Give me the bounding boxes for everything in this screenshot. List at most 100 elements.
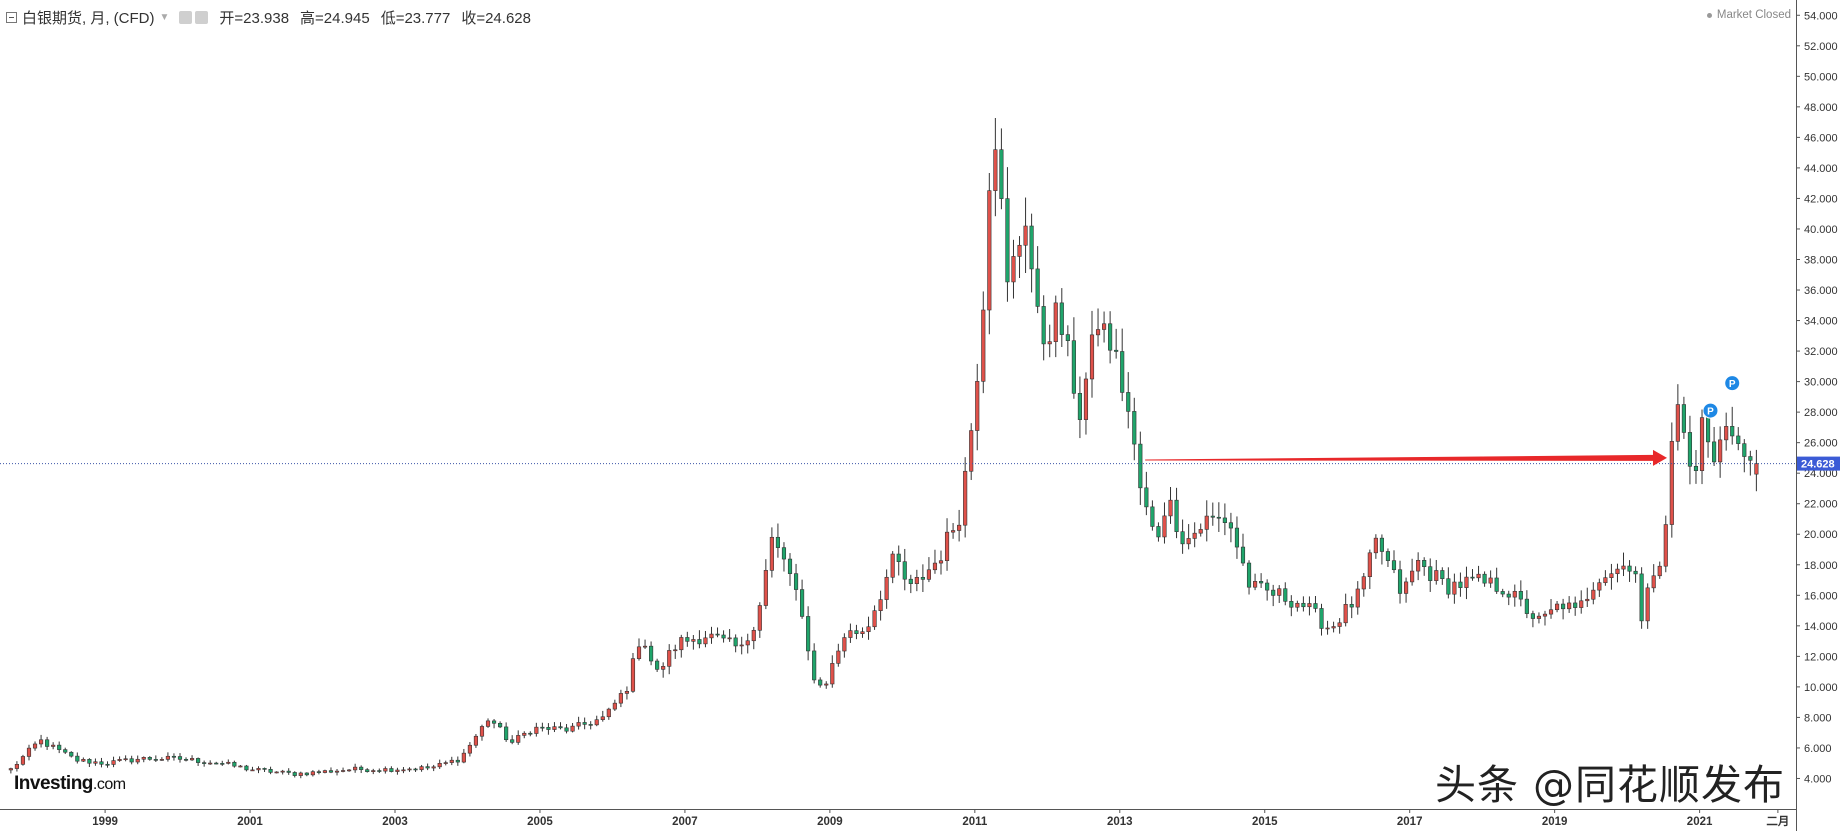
- candle-body: [522, 732, 527, 736]
- candle: [1476, 565, 1481, 582]
- x-tick-label: 2021: [1687, 816, 1713, 828]
- candle-body: [322, 770, 328, 773]
- candle: [1005, 167, 1010, 302]
- y-tick-label: 10.000: [1804, 682, 1838, 694]
- candle: [763, 559, 768, 610]
- candle-body: [812, 650, 817, 681]
- candle-body: [963, 470, 968, 526]
- candle: [1548, 599, 1554, 619]
- open-value: 开=23.938: [219, 9, 290, 27]
- candle: [1434, 559, 1439, 585]
- candle-body: [1724, 426, 1729, 441]
- candle: [298, 771, 303, 779]
- collapse-icon[interactable]: [6, 11, 17, 23]
- chevron-down-icon[interactable]: ▼: [159, 11, 170, 23]
- candle-body: [1591, 589, 1596, 600]
- candle: [105, 761, 110, 768]
- candle-body: [316, 771, 321, 773]
- x-tick-label: 2017: [1397, 816, 1423, 828]
- candle-body: [1585, 598, 1590, 602]
- candle: [721, 630, 726, 643]
- candle-body: [479, 726, 485, 737]
- symbol-title[interactable]: 白银期货, 月, (CFD): [22, 9, 155, 27]
- candle-body: [1162, 515, 1167, 538]
- candle-body: [1548, 609, 1554, 615]
- y-tick-label: 38.000: [1804, 254, 1838, 266]
- y-tick-label: 40.000: [1804, 224, 1838, 236]
- y-tick-label: 26.000: [1804, 438, 1838, 450]
- candle-body: [1089, 334, 1095, 380]
- candle: [1524, 590, 1529, 619]
- y-tick-label: 30.000: [1804, 377, 1838, 389]
- candle-body: [721, 634, 726, 639]
- candle: [413, 767, 418, 772]
- candle: [624, 686, 630, 700]
- candle: [1277, 585, 1282, 603]
- candle: [1065, 325, 1070, 357]
- y-tick-label: 48.000: [1804, 102, 1838, 114]
- low-value: 低=23.777: [380, 9, 451, 27]
- candle: [781, 542, 787, 572]
- candle: [1017, 236, 1022, 278]
- candle: [238, 764, 243, 768]
- logo-main: Investing: [14, 773, 93, 794]
- candle: [872, 605, 877, 630]
- last-price-label-bg: [1797, 456, 1840, 471]
- candle-body: [1373, 537, 1378, 554]
- candle: [1222, 503, 1227, 536]
- candle: [419, 764, 424, 772]
- candle: [1742, 439, 1747, 473]
- candle-body: [896, 553, 901, 562]
- candle-body: [540, 726, 545, 729]
- candle-body: [642, 645, 648, 648]
- candle-body: [824, 683, 829, 686]
- candle-body: [1361, 576, 1366, 590]
- candle: [1337, 618, 1342, 634]
- candle-body: [878, 599, 883, 611]
- candle-body: [1675, 404, 1680, 442]
- candle-body: [26, 747, 32, 757]
- candle-body: [636, 646, 642, 659]
- candle: [999, 128, 1004, 210]
- candle-body: [443, 762, 448, 764]
- candle-body: [1168, 499, 1173, 517]
- candle-body: [1065, 334, 1070, 341]
- x-tick-label: 二月: [1766, 815, 1789, 828]
- p-marker-label: P: [1707, 407, 1714, 418]
- candle-body: [1295, 602, 1300, 608]
- candle-body: [57, 744, 62, 750]
- candle: [99, 757, 104, 768]
- candle: [1379, 534, 1384, 565]
- candle-body: [1234, 527, 1240, 548]
- candle: [395, 767, 400, 775]
- candle: [1283, 582, 1288, 606]
- candle: [993, 117, 998, 217]
- candle-body: [365, 769, 370, 772]
- remove-icon[interactable]: [195, 10, 209, 24]
- candle: [32, 741, 38, 751]
- candle: [987, 173, 992, 335]
- candle: [516, 730, 521, 745]
- candle: [697, 630, 702, 649]
- close-value: 收=24.628: [461, 9, 531, 27]
- candle: [1675, 384, 1680, 451]
- settings-icon[interactable]: [179, 10, 193, 24]
- candle-body: [1041, 306, 1046, 345]
- candle: [183, 757, 189, 762]
- candle: [1561, 598, 1566, 620]
- candle-body: [1283, 588, 1288, 602]
- candle-body: [1458, 581, 1463, 588]
- candle-body: [757, 605, 762, 631]
- candle: [558, 722, 563, 730]
- candle-body: [1271, 589, 1276, 596]
- candle-body: [1669, 441, 1674, 525]
- candle-body: [1705, 417, 1711, 443]
- candle-body: [1259, 581, 1264, 584]
- candle: [1452, 573, 1457, 604]
- candle: [1083, 372, 1089, 435]
- candle-body: [334, 770, 340, 773]
- candle: [1023, 197, 1028, 273]
- candle-body: [1422, 559, 1427, 567]
- candle-body: [582, 722, 587, 725]
